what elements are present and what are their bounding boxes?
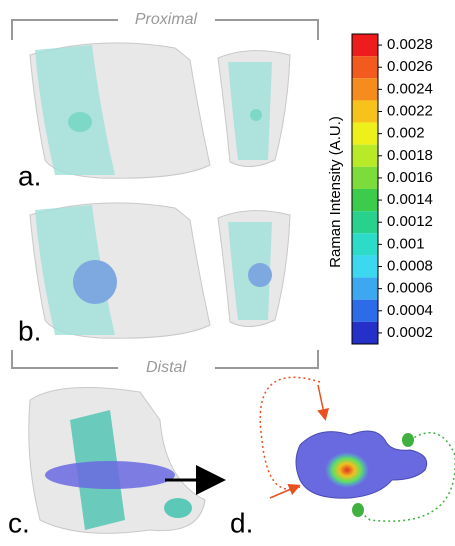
panel-label: d. xyxy=(230,507,253,538)
colorbar-bin xyxy=(352,300,378,322)
colorbar-bin xyxy=(352,100,378,122)
colorbar-tick-label: 0.0006 xyxy=(387,280,433,297)
colorbar-label: Raman Intensity (A.U.) xyxy=(327,116,344,268)
colorbar-tick-label: 0.0028 xyxy=(387,36,433,53)
render-a-left xyxy=(30,43,210,178)
colorbar-tick-label: 0.0012 xyxy=(387,213,433,230)
bracket-bottom-label: Distal xyxy=(146,359,186,376)
render-d xyxy=(260,377,455,521)
render-a-right xyxy=(218,51,290,167)
render-c xyxy=(29,388,205,534)
colorbar-bin xyxy=(352,123,378,145)
figure: Proximal Distal xyxy=(0,0,455,546)
colorbar-bin xyxy=(352,167,378,189)
colorbar-tick-label: 0.0018 xyxy=(387,147,433,164)
colorbar-tick-label: 0.0008 xyxy=(387,257,433,274)
colorbar-tick-label: 0.001 xyxy=(387,235,425,252)
bracket-top-label: Proximal xyxy=(135,11,198,28)
colorbar-bin xyxy=(352,211,378,233)
colorbar-bin xyxy=(352,56,378,78)
colorbar-bin xyxy=(352,78,378,100)
render-b-left xyxy=(30,203,210,338)
colorbar-tick-label: 0.0002 xyxy=(387,324,433,341)
colorbar: 0.0028 0.0026 0.0024 0.0022 0.002 0.0018 0.001… xyxy=(352,34,433,344)
colorbar-bin xyxy=(352,34,378,56)
colorbar-bin xyxy=(352,233,378,255)
colorbar-tick-label: 0.0016 xyxy=(387,169,433,186)
panel-label: c. xyxy=(8,507,30,538)
colorbar-bin xyxy=(352,278,378,300)
colorbar-bin xyxy=(352,322,378,344)
colorbar-tick-label: 0.002 xyxy=(387,125,425,142)
colorbar-bin xyxy=(352,145,378,167)
colorbar-tick-label: 0.0004 xyxy=(387,302,433,319)
colorbar-tick-label: 0.0014 xyxy=(387,191,433,208)
colorbar-bin xyxy=(352,189,378,211)
colorbar-tick-label: 0.0024 xyxy=(387,80,433,97)
colorbar-bin xyxy=(352,255,378,277)
colorbar-tick-label: 0.0022 xyxy=(387,102,433,119)
panel-label: a. xyxy=(18,160,41,191)
colorbar-tick-label: 0.0026 xyxy=(387,58,433,75)
render-b-right xyxy=(218,211,290,327)
panel-label: b. xyxy=(18,315,41,346)
